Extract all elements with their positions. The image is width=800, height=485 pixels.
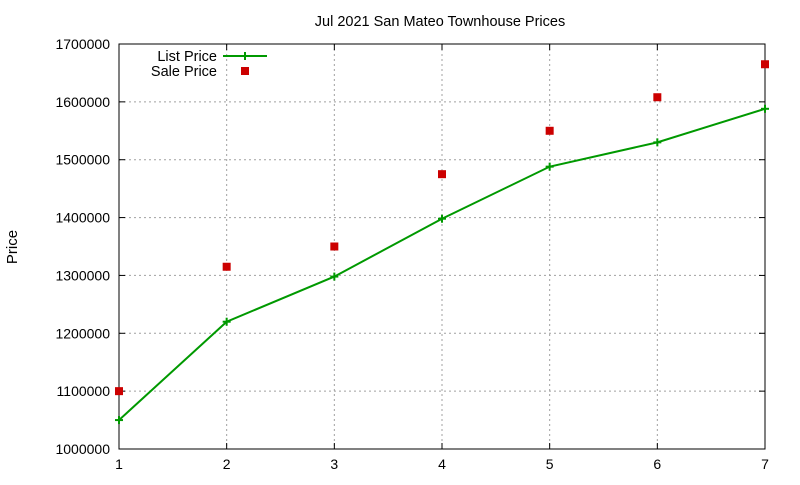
x-tick-label: 4: [438, 456, 446, 472]
data-point-list-price: [761, 104, 769, 113]
y-tick-label: 1000000: [55, 441, 110, 457]
legend-label-list-price: List Price: [157, 49, 217, 65]
data-point-sale-price: [761, 60, 769, 69]
plot-frame: [118, 43, 766, 450]
legend: List Price Sale Price: [151, 49, 267, 80]
axes: [118, 43, 766, 450]
legend-sample-sale-price: [241, 67, 249, 75]
series: [115, 60, 769, 425]
data-point-list-price: [115, 416, 123, 425]
x-tick-label: 6: [653, 456, 661, 472]
legend-sample-list-price: [223, 52, 267, 60]
data-point-sale-price: [115, 387, 123, 396]
y-tick-label: 1300000: [55, 267, 110, 283]
x-tick-label: 2: [223, 456, 231, 472]
data-point-sale-price: [222, 262, 231, 271]
data-point-list-price: [222, 317, 231, 326]
x-tick-label: 1: [115, 456, 123, 472]
y-tick-label: 1700000: [55, 36, 110, 52]
data-point-list-price: [653, 138, 662, 147]
grid: [119, 44, 765, 449]
y-tick-label: 1600000: [55, 94, 110, 110]
y-tick-label: 1400000: [55, 210, 110, 226]
data-point-list-price: [545, 162, 554, 171]
y-tick-label: 1100000: [57, 383, 111, 399]
legend-label-sale-price: Sale Price: [151, 64, 217, 80]
x-tick-label: 5: [546, 456, 554, 472]
x-tick-label: 7: [761, 456, 769, 472]
chart-title: Jul 2021 San Mateo Townhouse Prices: [315, 14, 565, 30]
data-point-sale-price: [438, 170, 446, 179]
legend-square-sale-price: [241, 67, 249, 75]
data-point-list-price: [438, 214, 446, 223]
data-point-sale-price: [330, 242, 339, 251]
x-tick-label: 3: [330, 456, 338, 472]
data-point-sale-price: [545, 126, 554, 135]
data-point-list-price: [330, 272, 339, 281]
y-tick-label: 1200000: [55, 325, 110, 341]
tick-labels: 1000000 1100000 1200000 1300000 1400000 15000…: [55, 36, 769, 472]
y-axis-title: Price: [4, 230, 21, 264]
data-point-sale-price: [653, 93, 662, 102]
y-tick-label: 1500000: [55, 152, 110, 168]
